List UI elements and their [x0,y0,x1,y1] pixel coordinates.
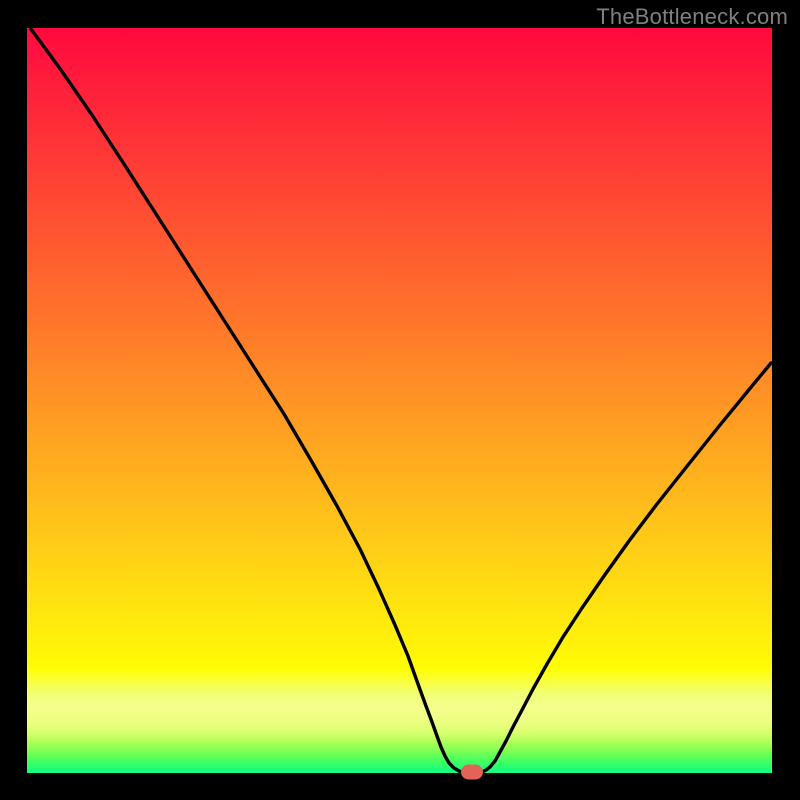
watermark-text: TheBottleneck.com [596,4,788,30]
optimal-point-marker [461,765,483,780]
bottleneck-chart [0,0,800,800]
plot-background [27,28,772,773]
chart-frame: TheBottleneck.com [0,0,800,800]
